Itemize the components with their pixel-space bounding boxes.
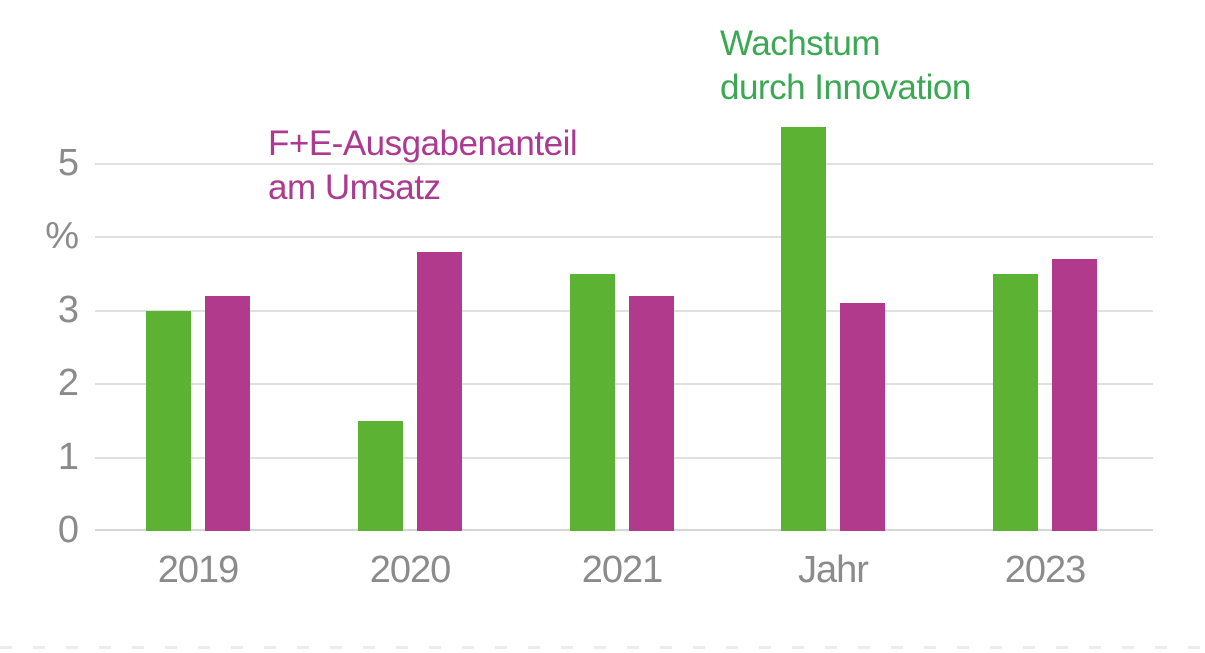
x-tick-2019: 2019 xyxy=(157,549,240,591)
y-tick-5: 5 xyxy=(57,142,79,184)
x-tick-jahr: Jahr xyxy=(798,549,869,591)
gridline-5 xyxy=(95,163,1153,165)
x-tick-2021: 2021 xyxy=(581,549,664,591)
series-label-rd: F+E-Ausgabenanteil am Umsatz xyxy=(268,122,578,210)
gridline-4 xyxy=(95,236,1153,238)
bar-magenta-2023 xyxy=(1052,259,1097,531)
y-tick-1: 1 xyxy=(57,436,79,478)
gridline-2 xyxy=(95,383,1153,385)
bar-green-2023 xyxy=(993,274,1038,531)
series-label-rd-line1: F+E-Ausgabenanteil xyxy=(268,124,578,163)
bar-green-2019 xyxy=(146,311,191,531)
series-label-growth-line1: Wachstum xyxy=(720,24,881,63)
bar-green-2020 xyxy=(358,421,403,531)
bar-magenta-jahr xyxy=(840,303,885,531)
x-tick-2020: 2020 xyxy=(369,549,452,591)
y-tick-2: 2 xyxy=(57,362,79,404)
bar-green-2021 xyxy=(570,274,615,531)
y-tick-3: 3 xyxy=(57,289,79,331)
y-tick-0: 0 xyxy=(57,509,79,551)
gridline-1 xyxy=(95,457,1153,459)
bar-magenta-2021 xyxy=(629,296,674,531)
bottom-dotted-edge xyxy=(0,646,1205,649)
bar-magenta-2020 xyxy=(417,252,462,531)
bar-green-jahr xyxy=(781,127,826,531)
series-label-rd-line2: am Umsatz xyxy=(268,168,441,207)
y-axis-unit-label: % xyxy=(45,215,79,257)
series-label-growth-line2: durch Innovation xyxy=(720,68,971,107)
plot-area xyxy=(95,127,1153,531)
x-axis-baseline xyxy=(95,529,1153,531)
x-tick-2023: 2023 xyxy=(1004,549,1087,591)
gridline-3 xyxy=(95,310,1153,312)
series-label-growth: Wachstum durch Innovation xyxy=(720,22,971,110)
bar-magenta-2019 xyxy=(205,296,250,531)
